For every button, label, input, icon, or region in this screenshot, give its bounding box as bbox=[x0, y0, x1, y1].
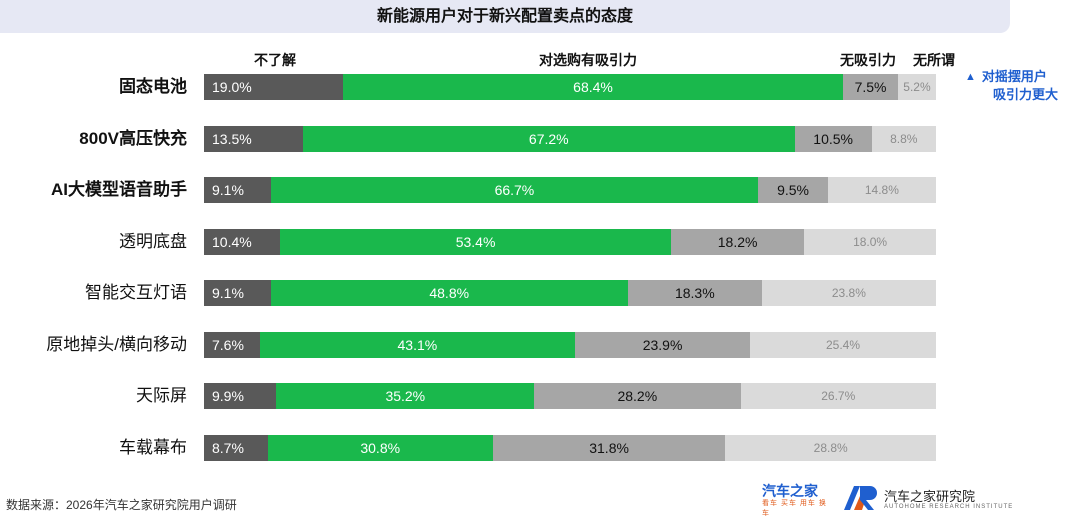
bar-segment-unknown: 7.6% bbox=[204, 332, 260, 358]
annotation-note: ▲ 对摇摆用户 吸引力更大 bbox=[965, 68, 1058, 104]
autohome-logo-slogan: 看车 买车 用车 换车 bbox=[762, 500, 827, 517]
bar-segment-unattractive: 31.8% bbox=[492, 435, 726, 461]
autohome-logo-text: 汽车之家 bbox=[762, 483, 818, 499]
bar-segment-attractive: 35.2% bbox=[276, 383, 535, 409]
bar-segment-attractive: 53.4% bbox=[280, 229, 671, 255]
title-band bbox=[0, 0, 1010, 33]
row-label: 车载幕布 bbox=[119, 438, 187, 457]
row-label: 智能交互灯语 bbox=[85, 283, 187, 302]
bar-segment-indifferent: 28.8% bbox=[725, 435, 936, 461]
bar-segment-attractive: 66.7% bbox=[270, 177, 759, 203]
bar-segment-unknown: 8.7% bbox=[204, 435, 268, 461]
bar-segment-unattractive: 7.5% bbox=[843, 74, 898, 100]
bar-segment-indifferent: 26.7% bbox=[740, 383, 936, 409]
bar-segment-indifferent: 18.0% bbox=[804, 229, 936, 255]
bar-segment-indifferent: 23.8% bbox=[761, 280, 936, 306]
autohome-logo: 汽车之家 看车 买车 用车 换车 bbox=[762, 483, 832, 517]
stacked-bar: 7.6% 43.1% 23.9% 25.4% bbox=[204, 332, 936, 358]
bar-segment-attractive: 30.8% bbox=[267, 435, 493, 461]
stacked-bar: 10.4% 53.4% 18.2% 18.0% bbox=[204, 229, 936, 255]
bar-segment-unknown: 9.9% bbox=[204, 383, 277, 409]
bar-segment-unattractive: 23.9% bbox=[575, 332, 751, 358]
research-institute-subtitle: AUTOHOME RESEARCH INSTITUTE bbox=[884, 504, 1014, 510]
bar-segment-unattractive: 9.5% bbox=[758, 177, 828, 203]
row-label: 原地掉头/横向移动 bbox=[46, 335, 187, 354]
bar-segment-unattractive: 18.2% bbox=[671, 229, 805, 255]
stacked-bar: 8.7% 30.8% 31.8% 28.8% bbox=[204, 435, 936, 461]
stacked-bar: 19.0% 68.4% 7.5% 5.2% bbox=[204, 74, 936, 100]
bar-segment-attractive: 68.4% bbox=[342, 74, 844, 100]
bar-segment-indifferent: 8.8% bbox=[871, 126, 936, 152]
bar-segment-attractive: 43.1% bbox=[259, 332, 576, 358]
bar-segment-unknown: 9.1% bbox=[204, 177, 271, 203]
row-label: 透明底盘 bbox=[119, 232, 187, 251]
bar-segment-unknown: 9.1% bbox=[204, 280, 271, 306]
legend-indifferent: 无所谓 bbox=[913, 52, 955, 68]
legend-unattractive: 无吸引力 bbox=[840, 52, 896, 68]
bar-segment-unknown: 13.5% bbox=[204, 126, 303, 152]
bar-segment-indifferent: 5.2% bbox=[897, 74, 936, 100]
bar-segment-attractive: 67.2% bbox=[302, 126, 795, 152]
bar-segment-unattractive: 28.2% bbox=[534, 383, 741, 409]
stacked-bar: 9.1% 66.7% 9.5% 14.8% bbox=[204, 177, 936, 203]
bar-segment-attractive: 48.8% bbox=[270, 280, 628, 306]
research-institute-name: 汽车之家研究院 bbox=[884, 489, 976, 504]
data-source: 数据来源：2026年汽车之家研究院用户调研 bbox=[6, 498, 237, 512]
row-label: 固态电池 bbox=[119, 77, 187, 96]
triangle-up-icon: ▲ bbox=[965, 71, 976, 83]
bar-segment-unknown: 19.0% bbox=[204, 74, 343, 100]
legend-attractive: 对选购有吸引力 bbox=[539, 52, 637, 68]
annotation-line1: 对摇摆用户 bbox=[981, 69, 1047, 84]
stacked-bar: 9.9% 35.2% 28.2% 26.7% bbox=[204, 383, 936, 409]
row-label: AI大模型语音助手 bbox=[51, 180, 187, 199]
bar-segment-indifferent: 25.4% bbox=[750, 332, 936, 358]
row-label: 800V高压快充 bbox=[79, 129, 187, 148]
annotation-line2: 吸引力更大 bbox=[993, 87, 1059, 102]
stacked-bar: 13.5% 67.2% 10.5% 8.8% bbox=[204, 126, 936, 152]
bar-segment-unknown: 10.4% bbox=[204, 229, 281, 255]
research-institute-logo-icon bbox=[844, 486, 877, 510]
legend-unknown: 不了解 bbox=[254, 52, 296, 68]
bar-segment-unattractive: 10.5% bbox=[794, 126, 872, 152]
chart-title: 新能源用户对于新兴配置卖点的态度 bbox=[376, 8, 633, 25]
bar-segment-indifferent: 14.8% bbox=[827, 177, 936, 203]
row-label: 天际屏 bbox=[136, 386, 187, 405]
stacked-bar: 9.1% 48.8% 18.3% 23.8% bbox=[204, 280, 936, 306]
bar-segment-unattractive: 18.3% bbox=[627, 280, 762, 306]
